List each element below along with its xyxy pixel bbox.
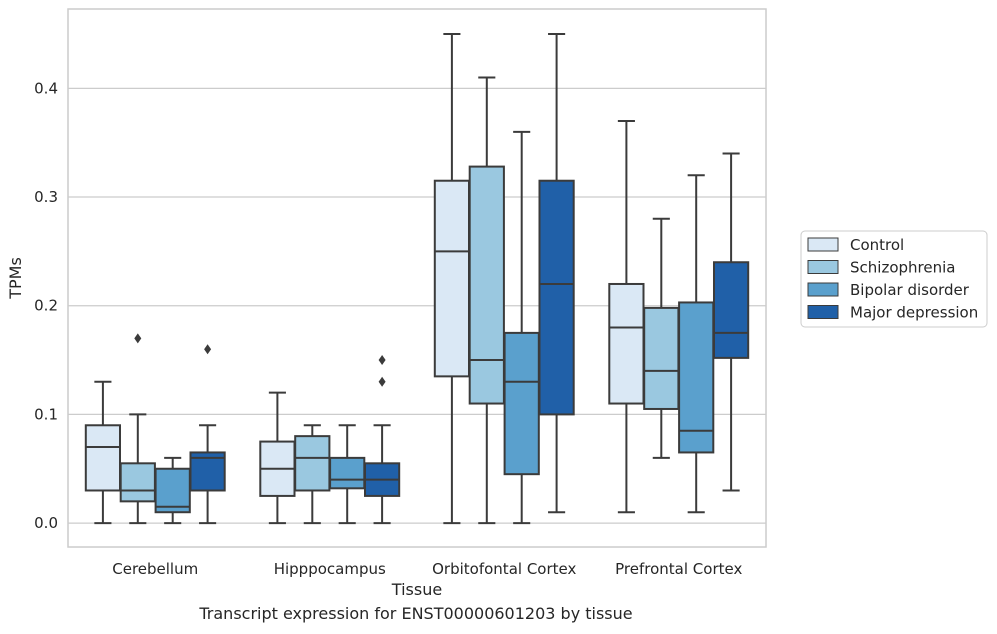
box-bipolar-disorder xyxy=(678,174,715,514)
y-tick-labels: 0.0 0.1 0.2 0.3 0.4 xyxy=(34,79,58,532)
iqr-box xyxy=(119,462,156,503)
iqr-box xyxy=(433,179,471,378)
box-schizophrenia xyxy=(119,333,156,525)
x-tick-label: Orbitofontal Cortex xyxy=(432,560,576,578)
iqr-box xyxy=(329,456,366,490)
y-tick-label: 0.2 xyxy=(34,297,58,315)
legend-label: Major depression xyxy=(850,304,978,322)
box-major-depression xyxy=(189,344,226,525)
iqr-box xyxy=(294,435,331,492)
legend-swatch xyxy=(807,282,839,297)
box-schizophrenia xyxy=(468,76,505,525)
legend-swatch xyxy=(807,260,839,274)
iqr-box xyxy=(608,282,645,405)
x-tick-label: Prefrontal Cortex xyxy=(615,560,742,578)
box-control xyxy=(433,32,471,525)
outlier-point xyxy=(378,355,386,366)
iqr-box xyxy=(84,424,122,492)
iqr-box xyxy=(503,331,540,476)
x-tick-label: Cerebellum xyxy=(112,560,198,578)
y-tick-label: 0.1 xyxy=(34,405,58,423)
legend-swatch xyxy=(807,237,839,252)
box-major-depression xyxy=(538,32,575,514)
y-tick-label: 0.0 xyxy=(34,514,58,532)
iqr-box xyxy=(154,467,191,514)
box-schizophrenia xyxy=(643,217,680,459)
iqr-box xyxy=(538,179,575,416)
boxes xyxy=(84,32,750,525)
plot-frame xyxy=(67,8,767,548)
legend-frame xyxy=(800,230,988,328)
y-axis-label: TPMs xyxy=(6,257,25,300)
legend-label: Schizophrenia xyxy=(850,259,955,277)
legend-label: Control xyxy=(850,236,904,254)
box-bipolar-disorder xyxy=(329,424,366,525)
box-schizophrenia xyxy=(294,424,331,525)
box-control xyxy=(608,119,645,514)
box-major-depression xyxy=(712,152,750,492)
legend: Control Schizophrenia Bipolar disorder Majo… xyxy=(800,230,988,328)
outlier-point xyxy=(378,376,386,387)
iqr-box xyxy=(678,301,715,454)
x-tick-label: Hipppocampus xyxy=(274,560,386,578)
legend-swatch xyxy=(807,305,839,319)
x-axis-label: Tissue xyxy=(391,580,442,599)
box-control xyxy=(259,391,296,525)
box-bipolar-disorder xyxy=(503,130,540,525)
iqr-box xyxy=(643,306,680,410)
box-control xyxy=(84,380,122,525)
outlier-point xyxy=(134,333,142,344)
figure-caption: Transcript expression for ENST0000060120… xyxy=(199,604,633,623)
iqr-box xyxy=(712,261,750,359)
box-bipolar-disorder xyxy=(154,456,191,525)
x-tick-labels: Cerebellum Hipppocampus Orbitofontal Corte… xyxy=(112,560,742,578)
legend-label: Bipolar disorder xyxy=(850,281,970,299)
box-major-depression xyxy=(363,355,401,525)
legend-items: Control Schizophrenia Bipolar disorder Majo… xyxy=(807,236,978,322)
iqr-box xyxy=(468,165,505,405)
gridlines xyxy=(68,87,766,524)
y-tick-label: 0.3 xyxy=(34,188,58,206)
outlier-point xyxy=(204,344,212,355)
y-tick-label: 0.4 xyxy=(34,79,58,97)
